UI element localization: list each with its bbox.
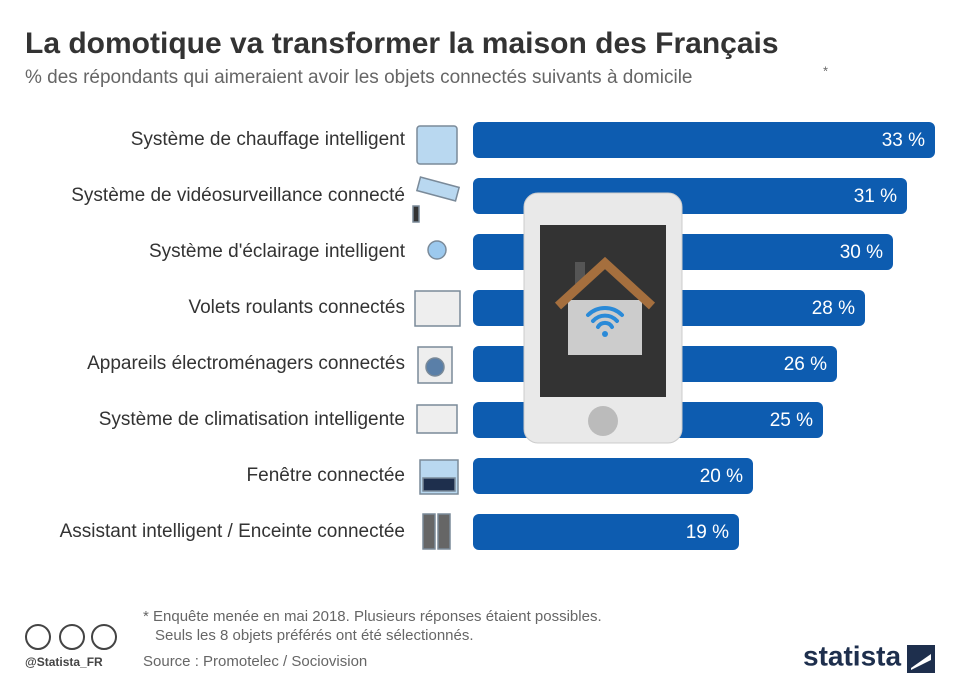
icon-radiator xyxy=(416,125,458,165)
phone-illustration xyxy=(523,192,683,444)
icon-shutter xyxy=(414,290,461,327)
value-label: 25 % xyxy=(770,410,813,431)
category-label: Système de chauffage intelligent xyxy=(131,129,406,150)
category-label: Système de climatisation intelligente xyxy=(99,409,405,430)
by-icon xyxy=(59,624,85,650)
cc-icon xyxy=(25,624,51,650)
icon-washer-door xyxy=(425,357,445,377)
chart-title: La domotique va transformer la maison de… xyxy=(25,27,779,60)
icon-camera xyxy=(415,176,461,202)
value-label: 19 % xyxy=(686,522,729,543)
bar xyxy=(473,122,935,158)
value-label: 20 % xyxy=(700,466,743,487)
category-label: Assistant intelligent / Enceinte connect… xyxy=(60,521,405,542)
icon-window-pane xyxy=(422,477,456,492)
icon-bulb xyxy=(427,240,447,260)
category-label: Appareils électroménagers connectés xyxy=(87,353,405,374)
icon-camera-mount xyxy=(412,205,420,223)
subtitle-note: * xyxy=(823,63,828,78)
category-label: Fenêtre connectée xyxy=(247,465,405,486)
brand: statista xyxy=(803,640,901,671)
icons xyxy=(412,125,461,550)
value-label: 26 % xyxy=(784,354,827,375)
icon-ac xyxy=(416,404,458,434)
value-label: 31 % xyxy=(854,186,897,207)
wifi-icon xyxy=(586,305,624,329)
house-chimney xyxy=(575,262,585,284)
footnote: Seuls les 8 objets préférés ont été séle… xyxy=(155,627,474,644)
brand-logo-mark xyxy=(911,654,931,670)
icon-speaker xyxy=(437,513,451,550)
category-label: Volets roulants connectés xyxy=(188,297,405,318)
cc-icons xyxy=(25,624,117,650)
footnote: * Enquête menée en mai 2018. Plusieurs r… xyxy=(143,608,602,625)
category-label: Système d'éclairage intelligent xyxy=(149,241,406,262)
source: Source : Promotelec / Sociovision xyxy=(143,653,367,670)
bar xyxy=(473,514,739,550)
chart-subtitle: % des répondants qui aimeraient avoir le… xyxy=(25,67,692,88)
handle: @Statista_FR xyxy=(25,655,103,669)
phone-button xyxy=(588,406,618,436)
value-label: 33 % xyxy=(882,130,925,151)
value-label: 30 % xyxy=(840,242,883,263)
value-label: 28 % xyxy=(812,298,855,319)
icon-speaker xyxy=(422,513,436,550)
category-label: Système de vidéosurveillance connecté xyxy=(71,185,405,206)
nd-icon xyxy=(91,624,117,650)
house-roof xyxy=(554,256,656,310)
wifi-dot xyxy=(602,331,608,337)
bar xyxy=(473,458,753,494)
